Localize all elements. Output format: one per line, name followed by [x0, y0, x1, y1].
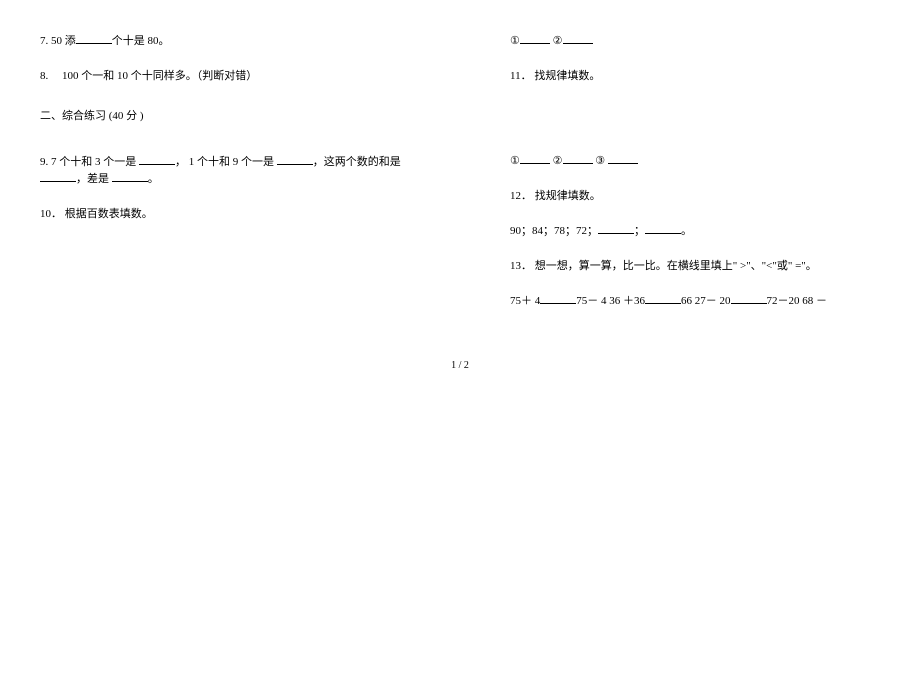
- blank: [277, 153, 313, 165]
- blank: [563, 152, 593, 164]
- question-13: 13． 想一想，算一算，比一比。在横线里填上" >"、"<"或" ="。: [510, 258, 860, 275]
- q13-c: 66 27－ 20: [681, 295, 731, 307]
- page-number: 1 / 2: [0, 360, 920, 371]
- circled-1-2-3: ① ② ③: [510, 152, 860, 170]
- q13-d: 72－20 68 －: [767, 295, 828, 307]
- q7-suffix: 个十是 80。: [112, 35, 170, 47]
- question-12: 12． 找规律填数。: [510, 188, 860, 205]
- q9-a: 9. 7 个十和 3 个一是: [40, 156, 139, 168]
- circle-3: ③: [595, 155, 605, 167]
- blank: [520, 152, 550, 164]
- question-7: 7. 50 添 个十是 80。: [40, 32, 440, 50]
- q12-b: ；: [634, 225, 645, 237]
- blank: [540, 292, 576, 304]
- question-10: 10． 根据百数表填数。: [40, 206, 440, 223]
- circle-1: ①: [510, 35, 520, 47]
- blank: [645, 292, 681, 304]
- q12-c: 。: [681, 225, 692, 237]
- q9-e: 。: [148, 173, 159, 185]
- blank: [112, 170, 148, 182]
- blank: [40, 170, 76, 182]
- section-title: 二、综合练习 (40 分 ): [40, 108, 440, 125]
- question-12-seq: 90；84；78；72； ； 。: [510, 222, 860, 240]
- circled-1-2: ① ②: [510, 32, 860, 50]
- blank: [731, 292, 767, 304]
- q7-prefix: 7. 50 添: [40, 35, 76, 47]
- q9-d: ，差是: [76, 173, 112, 185]
- q13-b: 75－ 4 36 ＋36: [576, 295, 645, 307]
- question-9: 9. 7 个十和 3 个一是 ， 1 个十和 9 个一是 ，这两个数的和是 ，差…: [40, 153, 440, 188]
- q12-a: 90；84；78；72；: [510, 225, 598, 237]
- question-8: 8. 100 个一和 10 个十同样多。（判断对错）: [40, 68, 440, 85]
- blank: [645, 222, 681, 234]
- circle-2: ②: [553, 155, 563, 167]
- blank: [76, 32, 112, 44]
- q9-c: ，这两个数的和是: [313, 156, 401, 168]
- q9-b: ， 1 个十和 9 个一是: [175, 156, 277, 168]
- circle-1: ①: [510, 155, 520, 167]
- circle-2: ②: [553, 35, 563, 47]
- question-11: 11． 找规律填数。: [510, 68, 860, 85]
- blank: [139, 153, 175, 165]
- blank: [563, 32, 593, 44]
- blank: [608, 152, 638, 164]
- blank: [598, 222, 634, 234]
- question-13-expr: 75＋ 4 75－ 4 36 ＋36 66 27－ 20 72－20 68 －: [510, 292, 860, 310]
- q13-a: 75＋ 4: [510, 295, 540, 307]
- blank: [520, 32, 550, 44]
